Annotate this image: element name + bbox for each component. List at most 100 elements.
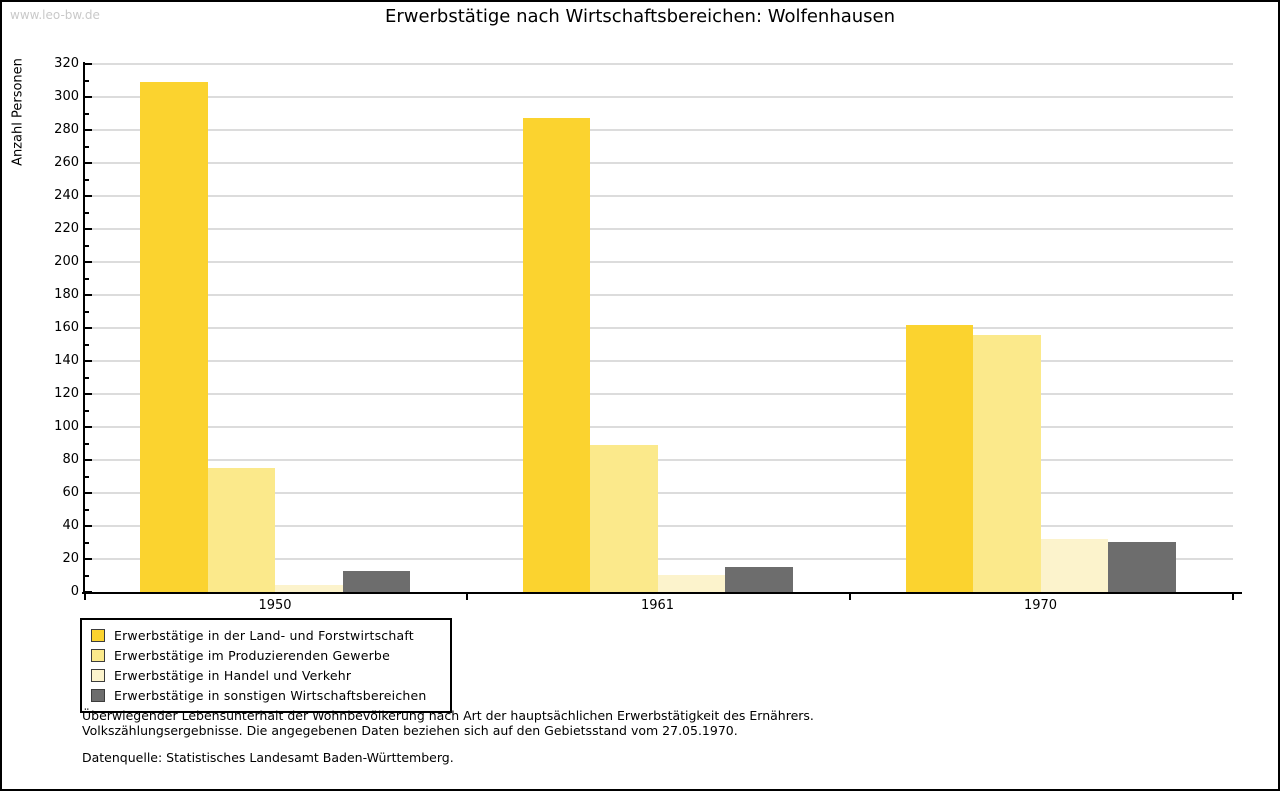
bar-1950-series-1: [140, 82, 208, 592]
y-major-tick: [84, 360, 92, 362]
y-minor-tick: [84, 343, 89, 346]
bar-1970-series-4: [1108, 542, 1176, 592]
legend-label: Erwerbstätige in Handel und Verkehr: [114, 667, 352, 683]
bar-1961-series-3: [657, 575, 725, 592]
y-minor-tick: [84, 145, 89, 148]
y-major-tick: [84, 129, 92, 131]
y-tick-label-140: 140: [54, 353, 79, 368]
footnote: Überwiegender Lebensunterhalt der Wohnbe…: [82, 708, 814, 738]
y-major-tick: [84, 162, 92, 164]
legend-label: Erwerbstätige im Produzierenden Gewerbe: [114, 647, 390, 663]
gridline: [84, 294, 1233, 296]
y-minor-tick: [84, 112, 89, 115]
y-tick-label-160: 160: [54, 320, 79, 335]
y-tick-label-40: 40: [62, 518, 79, 533]
gridline: [84, 525, 1233, 527]
legend-swatch-icon: [91, 648, 105, 662]
bar-1961-series-4: [725, 567, 793, 592]
x-tick-label-1950: 1950: [258, 598, 292, 613]
x-axis-line: [82, 592, 1242, 594]
gridline: [84, 96, 1233, 98]
y-major-tick: [84, 63, 92, 65]
y-tick-label-80: 80: [62, 452, 79, 467]
bar-1970-series-2: [973, 335, 1041, 592]
legend-item-1: Erwerbstätige in der Land- und Forstwirt…: [91, 625, 441, 645]
x-tick-label-1961: 1961: [640, 598, 675, 613]
y-tick-label-200: 200: [54, 254, 79, 269]
x-axis-tick: [849, 594, 851, 600]
y-major-tick: [84, 426, 92, 428]
y-minor-tick: [84, 541, 89, 544]
gridline: [84, 558, 1233, 560]
bar-1970-series-1: [905, 325, 973, 592]
y-major-tick: [84, 96, 92, 98]
legend-item-2: Erwerbstätige im Produzierenden Gewerbe: [91, 645, 441, 665]
y-major-tick: [84, 459, 92, 461]
y-tick-label-60: 60: [62, 485, 79, 500]
gridline: [84, 360, 1233, 362]
watermark: www.leo-bw.de: [10, 8, 100, 22]
y-tick-label-320: 320: [54, 56, 79, 71]
y-major-tick: [84, 327, 92, 329]
x-axis-tick: [466, 594, 468, 600]
y-tick-label-280: 280: [54, 122, 79, 137]
footnote-line-1: Überwiegender Lebensunterhalt der Wohnbe…: [82, 708, 814, 723]
legend: Erwerbstätige in der Land- und Forstwirt…: [80, 618, 452, 713]
legend-item-4: Erwerbstätige in sonstigen Wirtschaftsbe…: [91, 685, 441, 705]
y-minor-tick: [84, 178, 89, 181]
y-major-tick: [84, 195, 92, 197]
bar-1961-series-1: [522, 118, 590, 592]
x-tick-label-1970: 1970: [1023, 598, 1058, 613]
y-minor-tick: [84, 211, 89, 214]
y-minor-tick: [84, 79, 89, 82]
y-axis-line: [83, 62, 85, 594]
data-source: Datenquelle: Statistisches Landesamt Bad…: [82, 750, 454, 765]
gridline: [84, 393, 1233, 395]
y-tick-label-100: 100: [54, 419, 79, 434]
bar-1970-series-3: [1040, 539, 1108, 592]
chart-title: Erwerbstätige nach Wirtschaftsbereichen:…: [384, 6, 896, 27]
y-tick-label-180: 180: [54, 287, 79, 302]
legend-swatch-icon: [91, 628, 105, 642]
y-major-tick: [84, 261, 92, 263]
y-tick-label-0: 0: [70, 584, 79, 599]
y-tick-label-120: 120: [54, 386, 79, 401]
gridline: [84, 129, 1233, 131]
y-tick-label-240: 240: [54, 188, 79, 203]
y-minor-tick: [84, 376, 89, 379]
gridline: [84, 261, 1233, 263]
y-tick-label-300: 300: [54, 89, 79, 104]
legend-swatch-icon: [91, 688, 105, 702]
gridline: [84, 63, 1233, 65]
y-tick-label-260: 260: [54, 155, 79, 170]
gridline: [84, 195, 1233, 197]
footnote-line-2: Volkszählungsergebnisse. Die angegebenen…: [82, 722, 738, 738]
y-minor-tick: [84, 442, 89, 445]
y-minor-tick: [84, 574, 89, 577]
y-tick-label-20: 20: [62, 551, 79, 566]
y-major-tick: [84, 525, 92, 527]
bar-1961-series-2: [590, 445, 658, 592]
y-major-tick: [84, 492, 92, 494]
y-major-tick: [84, 558, 92, 560]
bar-1950-series-2: [207, 468, 275, 592]
y-minor-tick: [84, 310, 89, 313]
y-minor-tick: [84, 475, 89, 478]
y-minor-tick: [84, 508, 89, 511]
y-major-tick: [84, 393, 92, 395]
bar-1950-series-4: [342, 571, 410, 592]
bar-1950-series-3: [275, 585, 343, 592]
legend-label: Erwerbstätige in der Land- und Forstwirt…: [114, 627, 414, 643]
y-minor-tick: [84, 409, 89, 412]
y-major-tick: [84, 294, 92, 296]
y-major-tick: [84, 228, 92, 230]
gridline: [84, 228, 1233, 230]
gridline: [84, 492, 1233, 494]
legend-label: Erwerbstätige in sonstigen Wirtschaftsbe…: [114, 687, 427, 703]
x-axis-tick: [84, 594, 86, 600]
x-axis-tick: [1232, 594, 1234, 600]
y-minor-tick: [84, 277, 89, 280]
y-minor-tick: [84, 244, 89, 247]
